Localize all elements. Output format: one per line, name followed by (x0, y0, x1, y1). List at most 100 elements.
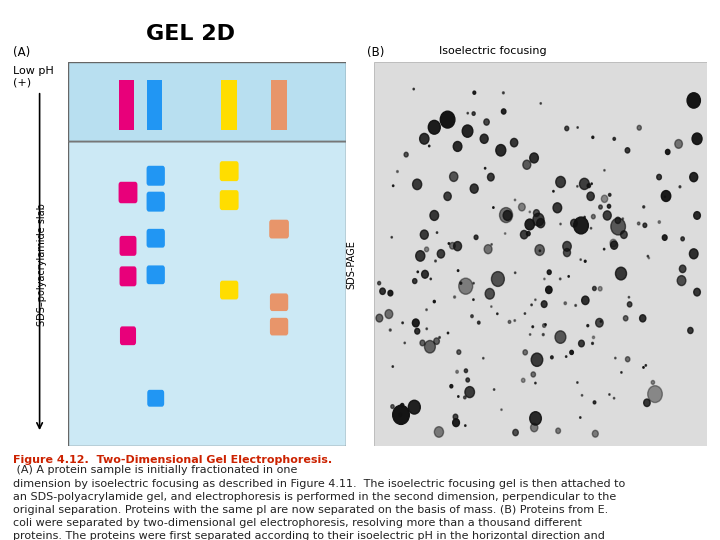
Text: (A) A protein sample is initially fractionated in one
dimension by isoelectric f: (A) A protein sample is initially fracti… (13, 465, 625, 540)
Circle shape (603, 211, 611, 220)
Circle shape (529, 334, 531, 335)
Circle shape (531, 353, 543, 367)
Circle shape (404, 152, 408, 157)
Circle shape (613, 397, 615, 399)
Circle shape (595, 319, 603, 327)
Circle shape (621, 372, 622, 373)
Circle shape (553, 191, 554, 192)
Circle shape (426, 309, 427, 310)
Circle shape (413, 279, 417, 284)
Circle shape (492, 272, 504, 286)
Circle shape (535, 299, 536, 301)
Circle shape (536, 219, 545, 228)
Circle shape (426, 328, 428, 329)
Circle shape (593, 401, 596, 404)
Circle shape (437, 249, 444, 258)
Circle shape (542, 334, 544, 336)
Circle shape (582, 296, 589, 305)
Circle shape (544, 278, 545, 280)
Circle shape (513, 429, 518, 436)
Text: SDS-PAGE: SDS-PAGE (346, 240, 356, 289)
Circle shape (392, 185, 394, 186)
Circle shape (464, 396, 466, 399)
Circle shape (626, 357, 630, 362)
Circle shape (391, 237, 392, 238)
Bar (119, 80, 134, 130)
Circle shape (508, 320, 510, 323)
Circle shape (637, 125, 642, 130)
FancyBboxPatch shape (269, 220, 289, 239)
Circle shape (593, 336, 595, 339)
Circle shape (591, 214, 595, 219)
Circle shape (651, 381, 654, 384)
Circle shape (417, 271, 418, 273)
Circle shape (413, 179, 422, 190)
Circle shape (539, 250, 541, 252)
Circle shape (568, 275, 570, 277)
Circle shape (484, 245, 492, 254)
Circle shape (592, 136, 594, 138)
Circle shape (503, 211, 512, 220)
Circle shape (458, 396, 459, 397)
Circle shape (601, 195, 608, 202)
Circle shape (523, 160, 531, 170)
Circle shape (551, 356, 553, 359)
Circle shape (524, 313, 526, 314)
Circle shape (438, 336, 441, 339)
Text: Low pH: Low pH (13, 66, 54, 76)
FancyBboxPatch shape (147, 166, 165, 186)
Circle shape (392, 366, 393, 367)
Circle shape (533, 213, 544, 226)
Circle shape (480, 134, 488, 144)
Circle shape (608, 204, 611, 208)
Circle shape (385, 309, 393, 319)
Circle shape (577, 186, 578, 187)
Circle shape (540, 103, 541, 104)
Circle shape (449, 242, 455, 249)
Circle shape (694, 212, 701, 219)
Circle shape (420, 230, 428, 239)
FancyBboxPatch shape (120, 326, 136, 345)
Circle shape (470, 184, 478, 193)
Circle shape (645, 364, 647, 366)
Circle shape (598, 287, 602, 291)
Circle shape (599, 205, 603, 209)
Circle shape (415, 251, 425, 261)
Circle shape (564, 126, 569, 131)
Circle shape (482, 357, 484, 359)
Circle shape (593, 286, 596, 291)
Circle shape (493, 389, 495, 390)
Circle shape (621, 231, 627, 239)
Circle shape (603, 248, 605, 250)
Circle shape (679, 186, 681, 188)
Circle shape (397, 171, 398, 173)
Circle shape (665, 150, 670, 154)
Circle shape (400, 403, 404, 407)
Circle shape (541, 301, 547, 307)
Circle shape (471, 315, 473, 318)
Circle shape (611, 218, 626, 235)
Circle shape (584, 217, 585, 218)
Circle shape (464, 425, 466, 427)
Circle shape (457, 270, 459, 272)
Circle shape (585, 260, 586, 262)
Circle shape (531, 423, 538, 432)
Circle shape (647, 255, 649, 257)
Circle shape (415, 328, 420, 334)
Circle shape (615, 217, 621, 224)
Circle shape (492, 207, 494, 208)
Circle shape (577, 382, 578, 383)
Circle shape (518, 203, 525, 211)
Circle shape (500, 207, 513, 222)
Circle shape (611, 241, 618, 249)
Circle shape (587, 325, 589, 327)
Circle shape (398, 413, 402, 417)
Circle shape (430, 278, 431, 280)
Circle shape (449, 172, 458, 181)
FancyBboxPatch shape (270, 293, 288, 311)
Circle shape (496, 145, 505, 156)
Circle shape (464, 369, 467, 373)
FancyBboxPatch shape (147, 266, 165, 284)
Circle shape (433, 338, 439, 345)
Circle shape (690, 172, 698, 182)
